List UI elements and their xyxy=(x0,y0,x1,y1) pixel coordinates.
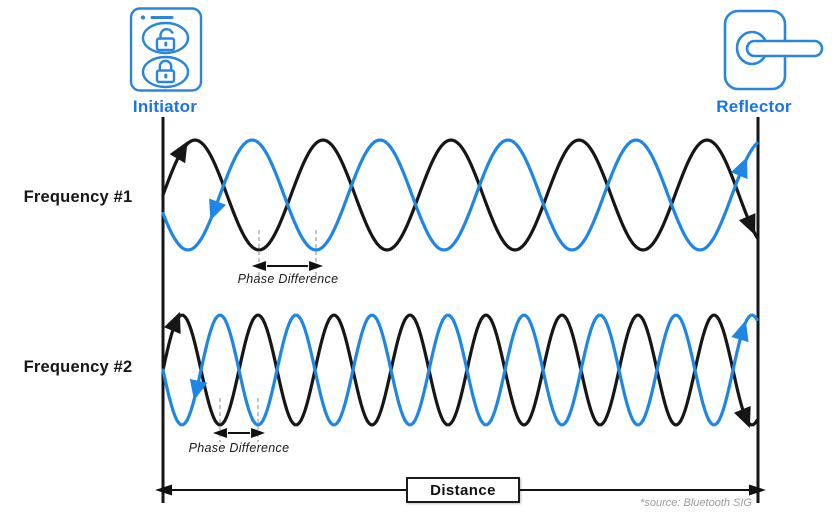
phase-difference-label-1: Phase Difference xyxy=(237,272,339,286)
phase-arrow-head-left xyxy=(213,428,227,438)
initiator-label: Initiator xyxy=(132,97,198,116)
reflected-direction-arrow xyxy=(730,157,748,180)
phone-locks-icon xyxy=(129,7,203,92)
reflected-direction-arrow xyxy=(189,378,208,401)
outgoing-direction-arrow xyxy=(169,141,188,164)
source-attribution: *source: Bluetooth SIG xyxy=(640,497,752,509)
distance-arrow-head-right xyxy=(748,484,766,496)
reflected-direction-arrow xyxy=(209,198,226,221)
frequency-2-label: Frequency #2 xyxy=(23,358,133,376)
phase-arrow-head-left xyxy=(252,261,266,271)
outgoing-direction-arrow xyxy=(163,311,181,334)
outgoing-direction-arrow xyxy=(738,213,756,236)
outgoing-wave-2 xyxy=(161,313,759,427)
frequency-1-label: Frequency #1 xyxy=(23,188,133,206)
outgoing-direction-arrow xyxy=(733,406,751,429)
reflector-label: Reflector xyxy=(716,97,792,116)
phase-arrow-head-right xyxy=(309,261,323,271)
reflected-wave-2 xyxy=(161,313,759,427)
distance-label: Distance xyxy=(406,477,520,503)
reflected-wave-1 xyxy=(161,138,759,252)
door-handle-icon xyxy=(723,9,824,91)
phase-difference-label-2: Phase Difference xyxy=(188,441,290,455)
phase-arrow-head-right xyxy=(251,428,265,438)
distance-arrow-head-left xyxy=(155,484,173,496)
reflected-direction-arrow xyxy=(731,320,749,343)
outgoing-wave-1 xyxy=(161,138,759,252)
